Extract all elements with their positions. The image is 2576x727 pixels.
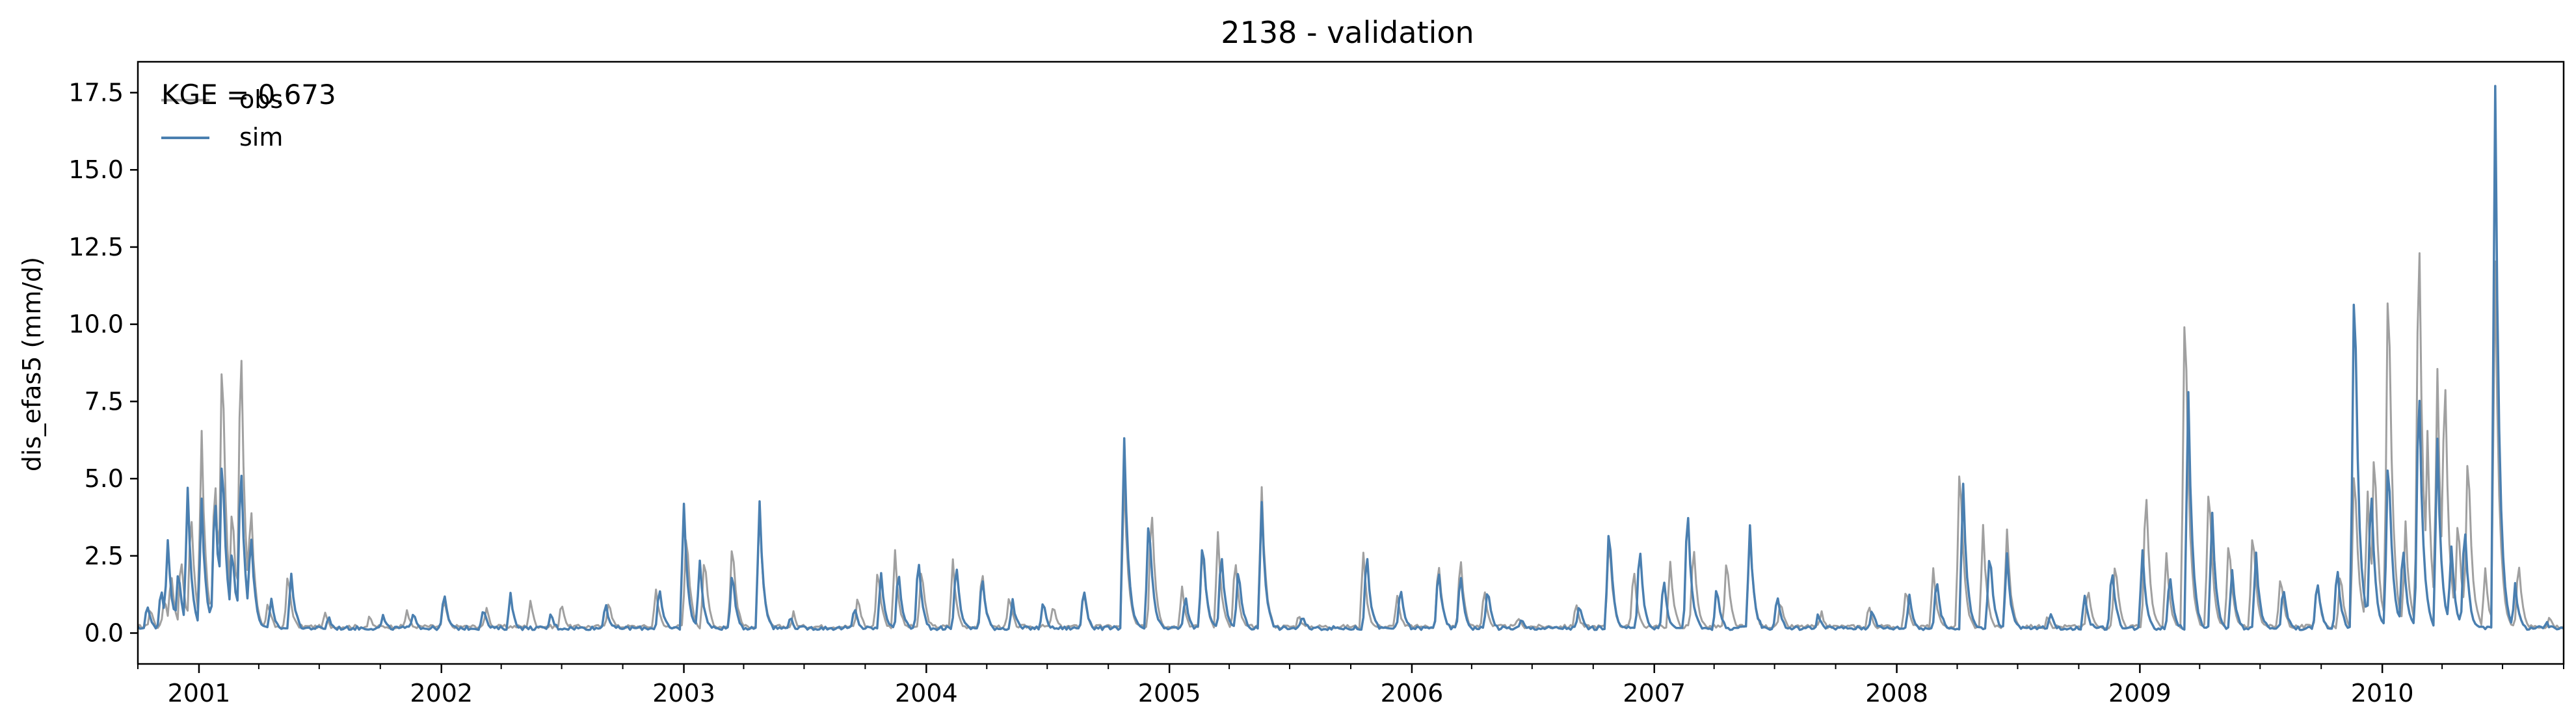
- kge-annotation: KGE = 0.673: [161, 79, 336, 111]
- series-line-sim: [137, 85, 2564, 631]
- x-axis: 2001 2002 2003 2004 2005 2006 2007 2008 2009 2010: [137, 664, 2564, 707]
- x-tick-label: 2006: [1381, 679, 1444, 707]
- x-tick-label: 2005: [1138, 679, 1201, 707]
- x-tick-label: 2007: [1623, 679, 1686, 707]
- y-axis: 0.0 2.5 5.0 7.5 10.0 12.5 15.0 17.5: [68, 78, 138, 648]
- y-tick-label: 2.5: [85, 542, 124, 570]
- x-tick-label: 2008: [1865, 679, 1928, 707]
- y-tick-label: 15.0: [68, 155, 124, 184]
- legend-obs-label: obs: [239, 85, 283, 114]
- y-tick-label: 7.5: [85, 387, 124, 416]
- y-tick-label: 12.5: [68, 233, 124, 261]
- legend-sim-label: sim: [239, 123, 283, 152]
- y-tick-label: 17.5: [68, 78, 124, 107]
- x-tick-label: 2009: [2108, 679, 2171, 707]
- y-axis-label: dis_efas5 (mm/d): [18, 257, 46, 471]
- plot-frame: [137, 60, 2565, 665]
- chart-title: 2138 - validation: [1221, 15, 1474, 50]
- y-tick-label: 10.0: [68, 310, 124, 339]
- x-tick-label: 2002: [410, 679, 473, 707]
- x-tick-label: 2010: [2351, 679, 2414, 707]
- y-tick-label: 5.0: [85, 464, 124, 493]
- x-tick-label: 2003: [652, 679, 715, 707]
- x-tick-label: 2001: [168, 679, 231, 707]
- y-tick-label: 0.0: [85, 619, 124, 648]
- x-tick-label: 2004: [895, 679, 958, 707]
- legend: obs sim: [161, 85, 283, 152]
- series-layer: [137, 85, 2564, 631]
